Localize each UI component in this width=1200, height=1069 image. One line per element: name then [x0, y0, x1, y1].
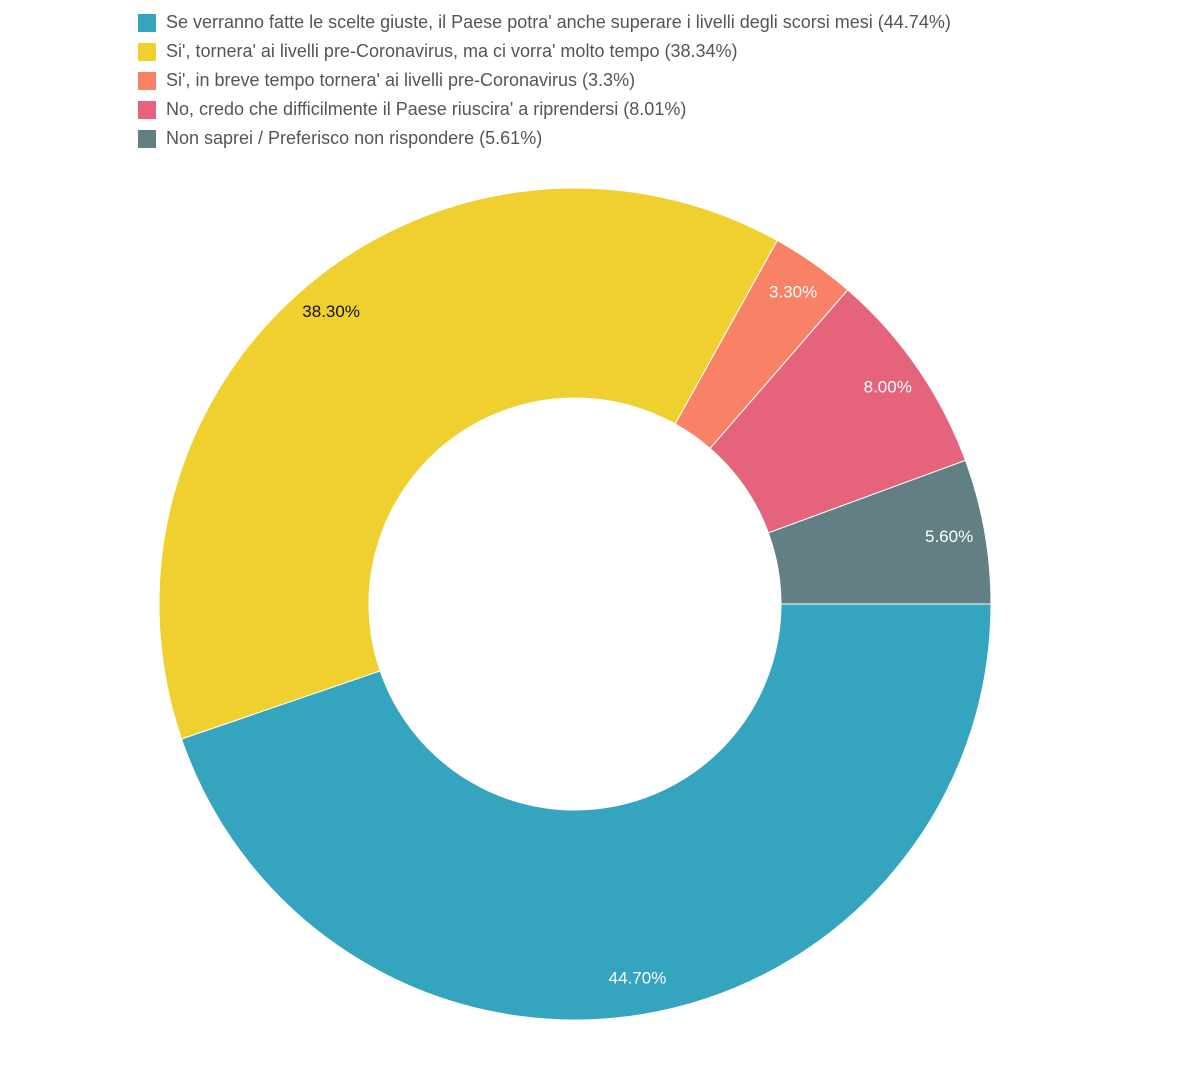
slice-data-label: 44.70% — [609, 968, 667, 987]
slice-data-label: 8.00% — [864, 378, 912, 397]
slice-data-label: 3.30% — [769, 282, 817, 301]
donut-slice[interactable] — [158, 187, 778, 740]
legend-swatch — [138, 71, 156, 90]
legend-item[interactable]: Si', in breve tempo tornera' ai livelli … — [138, 66, 951, 95]
legend-label: No, credo che difficilmente il Paese riu… — [166, 99, 687, 119]
slice-data-label: 5.60% — [925, 527, 973, 546]
legend-item[interactable]: Non saprei / Preferisco non rispondere (… — [138, 124, 951, 153]
legend-label: Se verranno fatte le scelte giuste, il P… — [166, 12, 951, 32]
legend-label: Si', tornera' ai livelli pre-Coronavirus… — [166, 41, 738, 61]
legend-item[interactable]: Se verranno fatte le scelte giuste, il P… — [138, 8, 951, 37]
donut-slice[interactable] — [180, 603, 992, 1021]
legend-swatch — [138, 129, 156, 148]
legend-swatch — [138, 100, 156, 119]
legend-label: Si', in breve tempo tornera' ai livelli … — [166, 70, 636, 90]
legend-item[interactable]: Si', tornera' ai livelli pre-Coronavirus… — [138, 37, 951, 66]
donut-slice[interactable] — [767, 459, 992, 605]
legend-swatch — [138, 13, 156, 32]
legend-label: Non saprei / Preferisco non rispondere (… — [166, 128, 543, 148]
slice-data-label: 38.30% — [302, 302, 360, 321]
legend-swatch — [138, 42, 156, 61]
chart-legend: Se verranno fatte le scelte giuste, il P… — [138, 8, 951, 153]
legend-item[interactable]: No, credo che difficilmente il Paese riu… — [138, 95, 951, 124]
